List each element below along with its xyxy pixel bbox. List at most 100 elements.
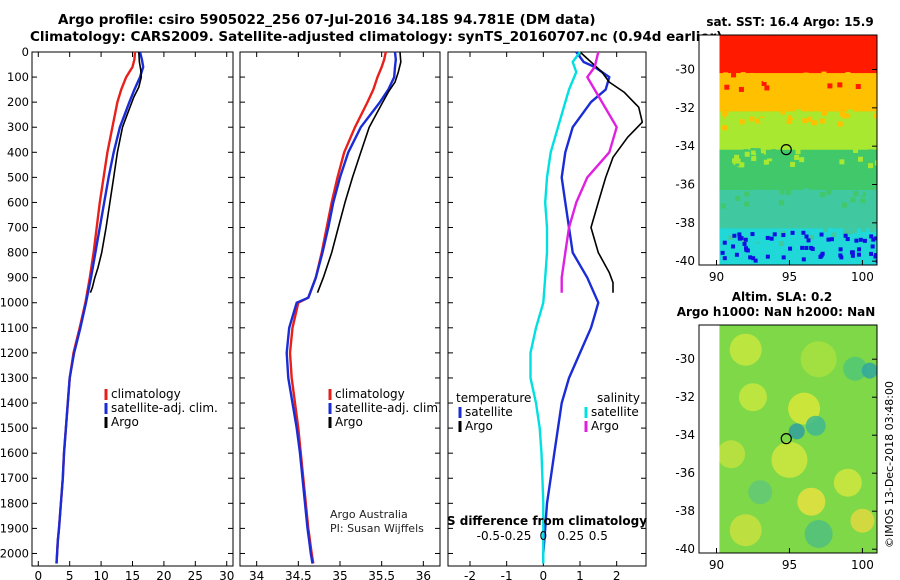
sst-cold-pixel	[804, 245, 809, 250]
sst-pixel	[735, 195, 741, 201]
sst-pixel	[757, 35, 763, 39]
sla-blob	[771, 441, 808, 478]
sst-pixel	[866, 113, 872, 119]
x-tick-label: 34.5	[285, 569, 312, 580]
sst-pixel	[852, 159, 858, 165]
sst-pixel	[847, 109, 853, 115]
map-ytick-label: -40	[675, 254, 695, 268]
sst-cold-pixel	[869, 234, 874, 239]
sla-blob	[797, 487, 826, 516]
sst-pixel	[886, 33, 891, 38]
sst-cold-pixel	[801, 257, 806, 262]
sst-pixel	[828, 118, 834, 124]
sst-pixel	[857, 156, 863, 162]
sst-pixel	[872, 149, 877, 155]
sst-pixel	[803, 83, 809, 89]
sst-cold-pixel	[858, 237, 863, 242]
depth-tick-label: 300	[7, 120, 29, 134]
sst-cold-pixel	[720, 250, 725, 255]
series-line-salinity-2	[316, 51, 402, 293]
sst-pixel	[771, 117, 777, 123]
sst-cold-pixel	[734, 252, 739, 257]
map-xtick-label: 100	[851, 558, 874, 572]
sst-cold-pixel	[801, 230, 806, 235]
sst-cold-pixel	[744, 246, 749, 251]
axes-frame-temperature	[31, 51, 234, 567]
depth-tick-label: 1500	[0, 421, 29, 435]
secondary-tick-label: 0.25	[557, 529, 584, 543]
sst-map: 90 95 100 -30 -32 -34 -36 -38 -40	[675, 33, 892, 284]
sst-cold-pixel	[854, 238, 859, 243]
legend-label: satellite-adj. clim.	[111, 401, 218, 415]
sst-pixel	[778, 240, 784, 246]
sst-pixel	[735, 158, 741, 164]
sst-pixel	[841, 202, 847, 208]
sst-pixel	[747, 113, 753, 119]
sst-pixel	[734, 35, 740, 40]
sst-pixel	[853, 232, 859, 238]
sst-pixel	[880, 263, 885, 268]
legend-label: Argo	[111, 415, 139, 429]
sst-pixel	[776, 262, 782, 265]
depth-tick-label: 1900	[0, 521, 29, 535]
sst-pixel	[737, 154, 743, 160]
sst-pixel	[887, 152, 892, 157]
sst-pixel	[751, 156, 757, 162]
legend-title-salinity: salinity	[597, 391, 640, 405]
sst-pixel	[790, 161, 796, 167]
depth-tick-label: 100	[7, 70, 29, 84]
x-tick-label: 20	[156, 569, 171, 580]
sst-cold-pixel	[751, 256, 756, 261]
sst-pixel	[751, 42, 757, 48]
sst-pixel	[762, 121, 768, 127]
sst-pixel	[780, 109, 786, 115]
sst-pixel	[832, 240, 838, 246]
profile-location-marker	[780, 433, 792, 445]
sst-pixel	[855, 84, 861, 90]
x-tick-label: 35.5	[368, 569, 395, 580]
x-tick-label: 30	[219, 569, 234, 580]
sst-cold-pixel	[884, 238, 888, 242]
sst-pixel	[722, 111, 728, 117]
sst-pixel	[748, 158, 754, 164]
sst-pixel	[739, 162, 745, 168]
sst-pixel	[822, 226, 828, 232]
sst-cold-pixel	[788, 246, 793, 251]
sst-pixel	[740, 72, 746, 78]
sst-pixel	[728, 234, 734, 240]
map-ytick-label: -30	[675, 352, 695, 366]
sla-blob	[717, 440, 746, 469]
depth-tick-label: 600	[7, 195, 29, 209]
sst-pixel	[867, 149, 873, 155]
secondary-tick-label: -0.5	[477, 529, 500, 543]
sst-cold-pixel	[881, 240, 885, 244]
sst-pixel	[755, 148, 761, 154]
sst-pixel	[866, 155, 872, 161]
sst-pixel	[849, 160, 855, 166]
sst-cold-pixel	[781, 255, 786, 260]
depth-tick-label: 200	[7, 95, 29, 109]
sst-pixel	[813, 124, 819, 130]
sst-pixel	[811, 120, 817, 126]
sst-pixel	[883, 80, 888, 85]
sla-blob	[788, 423, 805, 440]
x-tick-label: 0	[540, 569, 548, 580]
depth-tick-label: 1200	[0, 346, 29, 360]
sst-cold-pixel	[873, 253, 877, 258]
sst-cold-pixel	[883, 234, 887, 238]
sst-pixel	[749, 260, 755, 265]
sst-pixel	[799, 157, 805, 163]
series-line-difference-1	[579, 51, 644, 293]
sst-pixel	[853, 263, 859, 265]
map-xtick-label: 95	[782, 270, 797, 284]
depth-tick-label: 1800	[0, 496, 29, 510]
sst-pixel	[719, 190, 725, 196]
sst-pixel	[820, 192, 826, 198]
sst-cold-pixel	[737, 236, 742, 241]
sst-pixel	[749, 116, 755, 122]
sst-pixel	[720, 35, 726, 40]
sst-pixel	[759, 117, 765, 123]
sst-pixel	[821, 110, 827, 116]
sst-pixel	[804, 263, 810, 265]
sst-map-title: sat. SST: 16.4 Argo: 15.9	[706, 15, 873, 29]
